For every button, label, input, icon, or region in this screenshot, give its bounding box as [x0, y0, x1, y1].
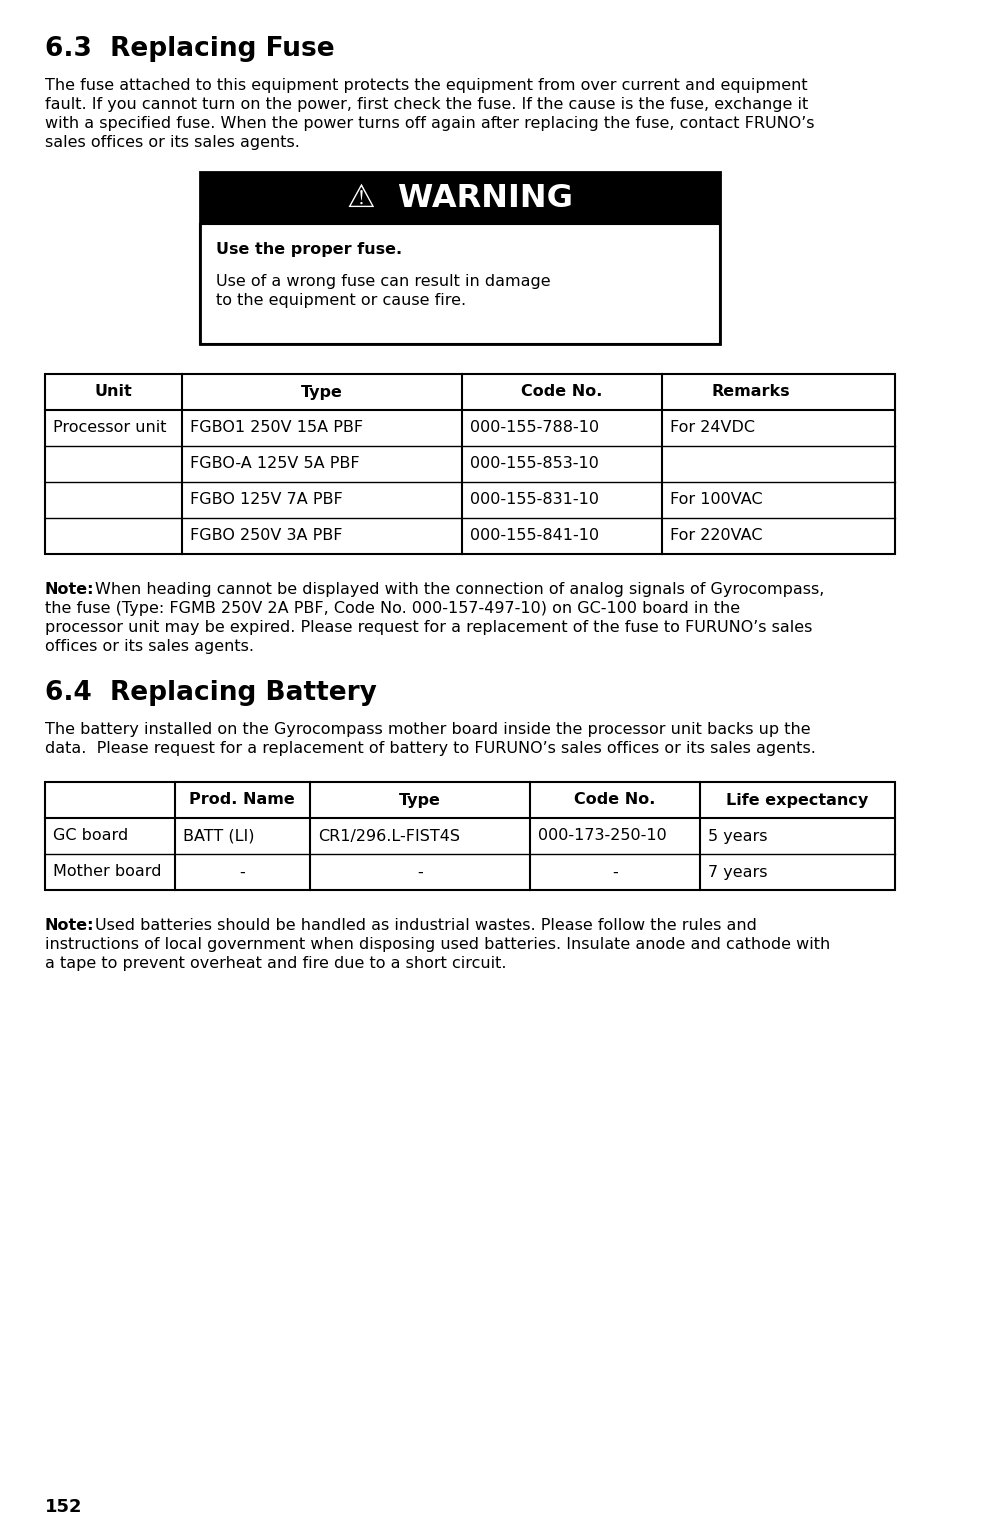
Text: 000-155-841-10: 000-155-841-10 — [470, 529, 599, 543]
Text: Mother board: Mother board — [53, 864, 161, 880]
Text: The fuse attached to this equipment protects the equipment from over current and: The fuse attached to this equipment prot… — [45, 78, 808, 92]
Text: For 24VDC: For 24VDC — [670, 420, 755, 435]
Text: processor unit may be expired. Please request for a replacement of the fuse to F: processor unit may be expired. Please re… — [45, 620, 813, 635]
Text: The battery installed on the Gyrocompass mother board inside the processor unit : The battery installed on the Gyrocompass… — [45, 721, 811, 737]
Text: data.  Please request for a replacement of battery to FURUNO’s sales offices or : data. Please request for a replacement o… — [45, 741, 816, 757]
Text: fault. If you cannot turn on the power, first check the fuse. If the cause is th: fault. If you cannot turn on the power, … — [45, 97, 808, 112]
Text: Type: Type — [301, 384, 343, 400]
Text: 000-155-831-10: 000-155-831-10 — [470, 492, 599, 508]
FancyBboxPatch shape — [45, 374, 895, 554]
Text: 000-155-853-10: 000-155-853-10 — [470, 457, 599, 472]
FancyBboxPatch shape — [200, 225, 720, 345]
Text: Note:: Note: — [45, 581, 94, 597]
Text: 000-155-788-10: 000-155-788-10 — [470, 420, 599, 435]
Text: FGBO 250V 3A PBF: FGBO 250V 3A PBF — [190, 529, 342, 543]
Text: 000-173-250-10: 000-173-250-10 — [538, 829, 667, 843]
Text: Prod. Name: Prod. Name — [189, 792, 295, 807]
Text: 152: 152 — [45, 1498, 83, 1516]
Text: Code No.: Code No. — [522, 384, 602, 400]
Text: Used batteries should be handled as industrial wastes. Please follow the rules a: Used batteries should be handled as indu… — [95, 918, 757, 934]
Text: For 100VAC: For 100VAC — [670, 492, 763, 508]
Text: GC board: GC board — [53, 829, 128, 843]
Text: Code No.: Code No. — [575, 792, 655, 807]
Text: 7 years: 7 years — [708, 864, 768, 880]
FancyBboxPatch shape — [45, 781, 895, 891]
Text: with a specified fuse. When the power turns off again after replacing the fuse, : with a specified fuse. When the power tu… — [45, 115, 815, 131]
Text: Type: Type — [400, 792, 441, 807]
Text: -: - — [417, 864, 423, 880]
Text: instructions of local government when disposing used batteries. Insulate anode a: instructions of local government when di… — [45, 937, 830, 952]
Text: FGBO 125V 7A PBF: FGBO 125V 7A PBF — [190, 492, 342, 508]
Text: Note:: Note: — [45, 918, 94, 934]
Text: sales offices or its sales agents.: sales offices or its sales agents. — [45, 135, 300, 151]
Text: a tape to prevent overheat and fire due to a short circuit.: a tape to prevent overheat and fire due … — [45, 957, 507, 970]
Text: When heading cannot be displayed with the connection of analog signals of Gyroco: When heading cannot be displayed with th… — [95, 581, 825, 597]
Text: FGBO1 250V 15A PBF: FGBO1 250V 15A PBF — [190, 420, 363, 435]
Text: Remarks: Remarks — [711, 384, 790, 400]
Text: Unit: Unit — [94, 384, 132, 400]
Text: ⚠  WARNING: ⚠ WARNING — [347, 183, 573, 214]
Text: For 220VAC: For 220VAC — [670, 529, 763, 543]
Text: -: - — [612, 864, 618, 880]
Text: offices or its sales agents.: offices or its sales agents. — [45, 638, 254, 654]
Text: 6.3  Replacing Fuse: 6.3 Replacing Fuse — [45, 35, 335, 62]
Text: BATT (LI): BATT (LI) — [183, 829, 255, 843]
Text: -: - — [239, 864, 245, 880]
Text: the fuse (Type: FGMB 250V 2A PBF, Code No. 000-157-497-10) on GC-100 board in th: the fuse (Type: FGMB 250V 2A PBF, Code N… — [45, 601, 740, 617]
Text: Processor unit: Processor unit — [53, 420, 166, 435]
Text: to the equipment or cause fire.: to the equipment or cause fire. — [216, 294, 466, 308]
Text: 6.4  Replacing Battery: 6.4 Replacing Battery — [45, 680, 377, 706]
Text: Life expectancy: Life expectancy — [726, 792, 868, 807]
Text: FGBO-A 125V 5A PBF: FGBO-A 125V 5A PBF — [190, 457, 359, 472]
Text: Use of a wrong fuse can result in damage: Use of a wrong fuse can result in damage — [216, 274, 551, 289]
Text: CR1/296.L-FIST4S: CR1/296.L-FIST4S — [318, 829, 460, 843]
Text: Use the proper fuse.: Use the proper fuse. — [216, 241, 402, 257]
Text: 5 years: 5 years — [708, 829, 768, 843]
FancyBboxPatch shape — [200, 172, 720, 225]
